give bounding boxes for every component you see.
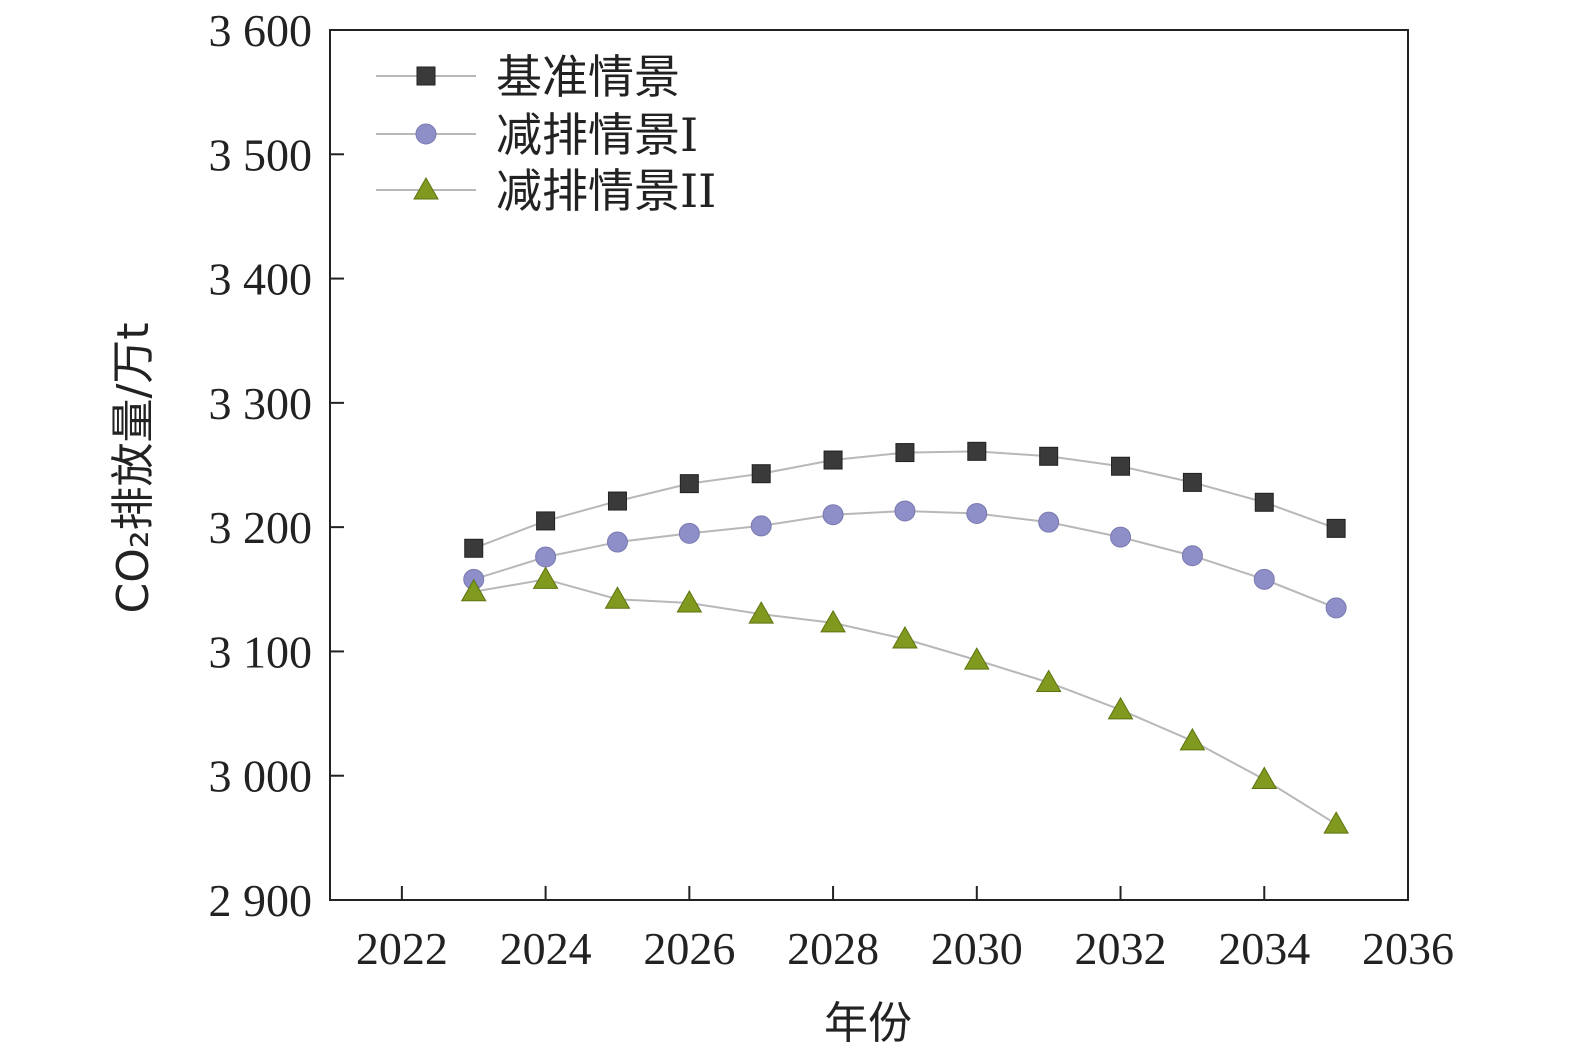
data-point bbox=[967, 441, 987, 461]
data-point bbox=[464, 538, 484, 558]
data-point bbox=[1182, 472, 1202, 492]
data-point bbox=[532, 566, 559, 589]
x-tick-label: 2034 bbox=[1218, 923, 1310, 974]
legend-item: 减排情景II bbox=[376, 164, 716, 218]
data-point bbox=[1323, 811, 1349, 834]
x-tick-label: 2036 bbox=[1362, 923, 1454, 974]
data-point bbox=[1039, 446, 1059, 466]
series-line bbox=[473, 509, 1337, 609]
plot-frame bbox=[329, 29, 1409, 901]
y-axis-title: CO₂排放量/万t bbox=[108, 322, 159, 613]
legend-item: 减排情景I bbox=[376, 108, 698, 162]
legend-label: 减排情景I bbox=[496, 108, 698, 162]
legend-label: 减排情景II bbox=[496, 164, 716, 218]
series-1 bbox=[464, 441, 1346, 558]
y-tick-label: 3 100 bbox=[209, 626, 313, 677]
data-point bbox=[751, 464, 771, 484]
x-axis: 2022 2024 2026 2028 2030 2032 2034 2036 bbox=[356, 886, 1454, 974]
x-tick-label: 2022 bbox=[356, 923, 448, 974]
y-tick-label: 3 000 bbox=[209, 751, 313, 802]
data-point bbox=[1107, 696, 1134, 720]
data-point bbox=[748, 601, 775, 624]
legend-item: 基准情景 bbox=[376, 50, 680, 104]
y-tick-label: 3 600 bbox=[209, 5, 313, 56]
data-point bbox=[676, 589, 703, 613]
data-point bbox=[1179, 727, 1206, 751]
legend-marker bbox=[416, 66, 436, 86]
y-axis: 2 900 3 000 3 100 3 200 3 300 3 400 3 500 3 600 bbox=[209, 5, 344, 926]
data-point bbox=[1035, 669, 1062, 692]
data-point bbox=[678, 522, 700, 544]
data-point bbox=[966, 502, 988, 524]
data-point bbox=[606, 531, 628, 553]
plot-border bbox=[329, 29, 1409, 901]
data-point bbox=[1254, 492, 1274, 512]
data-point bbox=[1253, 568, 1275, 590]
y-tick-label: 3 400 bbox=[209, 254, 313, 305]
data-point bbox=[535, 546, 557, 568]
data-point bbox=[822, 504, 844, 526]
data-point bbox=[604, 586, 631, 609]
data-point bbox=[1325, 597, 1347, 619]
series-line bbox=[473, 450, 1337, 550]
data-point bbox=[895, 443, 915, 463]
data-point bbox=[1181, 545, 1203, 567]
data-point bbox=[894, 500, 916, 522]
data-point bbox=[963, 647, 990, 670]
series-line bbox=[473, 578, 1337, 826]
data-point bbox=[1251, 766, 1278, 789]
x-axis-title: 年份 bbox=[824, 998, 912, 1049]
x-tick-label: 2028 bbox=[787, 923, 879, 974]
data-point bbox=[750, 515, 772, 537]
data-point bbox=[1111, 456, 1131, 476]
legend-marker bbox=[413, 176, 439, 200]
data-point bbox=[823, 450, 843, 470]
x-tick-label: 2024 bbox=[500, 923, 592, 974]
data-point bbox=[607, 491, 627, 511]
data-point bbox=[892, 625, 918, 649]
x-tick-label: 2030 bbox=[931, 923, 1023, 974]
series-2 bbox=[463, 500, 1347, 619]
data-point bbox=[460, 578, 487, 602]
y-tick-label: 2 900 bbox=[209, 875, 313, 926]
data-point bbox=[1110, 526, 1132, 548]
x-tick-label: 2026 bbox=[643, 923, 735, 974]
data-point bbox=[1326, 518, 1346, 538]
y-tick-label: 3 500 bbox=[209, 129, 313, 180]
series-layer bbox=[460, 441, 1349, 834]
data-point bbox=[1038, 511, 1060, 533]
series-3 bbox=[460, 566, 1349, 834]
legend-marker bbox=[415, 123, 437, 145]
data-point bbox=[679, 474, 699, 494]
x-tick-label: 2032 bbox=[1075, 923, 1167, 974]
y-tick-label: 3 200 bbox=[209, 502, 313, 553]
y-tick-label: 3 300 bbox=[209, 378, 313, 429]
legend-label: 基准情景 bbox=[496, 50, 680, 104]
data-point bbox=[536, 511, 556, 531]
data-point bbox=[820, 609, 846, 633]
